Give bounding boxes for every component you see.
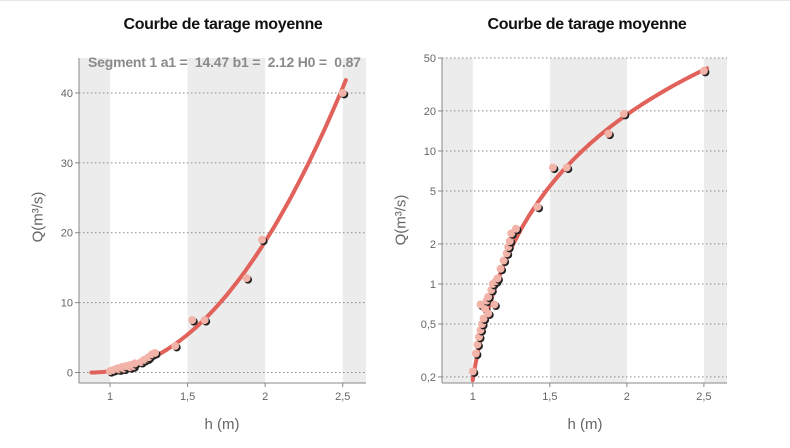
data-point xyxy=(200,316,209,325)
data-point xyxy=(499,256,508,265)
data-point xyxy=(188,316,197,325)
data-point xyxy=(151,348,160,357)
y-tick-label: 40 xyxy=(61,88,73,100)
data-point xyxy=(258,235,267,244)
y-tick-label: 10 xyxy=(61,298,73,310)
y-tick-label: 50 xyxy=(424,53,436,65)
data-point xyxy=(505,237,514,246)
y-axis-label-log: Q(m³/s) xyxy=(392,194,410,246)
y-tick-label: 0,2 xyxy=(421,372,436,384)
shaded-band xyxy=(342,58,366,383)
data-point xyxy=(471,349,480,358)
y-tick-label: 0,5 xyxy=(421,319,436,331)
data-point xyxy=(493,274,502,283)
y-tick-label: 20 xyxy=(61,228,73,240)
data-point xyxy=(548,163,557,172)
y-tick-label: 0 xyxy=(67,368,73,380)
y-tick-label: 10 xyxy=(424,146,436,158)
x-tick-label: 2,5 xyxy=(335,391,350,403)
data-point xyxy=(484,292,493,301)
x-tick-label: 2 xyxy=(262,391,268,403)
data-point xyxy=(490,300,499,309)
y-tick-label: 1 xyxy=(430,279,436,291)
chart-title-linear: Courbe de tarage moyenne xyxy=(123,16,323,33)
data-point xyxy=(699,66,708,75)
data-point xyxy=(479,314,488,323)
chart-title-log: Courbe de tarage moyenne xyxy=(487,16,687,33)
shaded-band xyxy=(703,58,727,383)
data-point xyxy=(338,88,347,97)
shaded-band xyxy=(187,58,266,383)
data-point xyxy=(604,129,613,138)
segment-parameters-annotation: Segment 1 a1 = 14.47 b1 = 2.12 H0 = 0.87 xyxy=(88,54,361,70)
x-tick-label: 1 xyxy=(470,391,476,403)
data-point xyxy=(473,340,482,349)
data-point xyxy=(484,309,493,318)
x-axis-label-log: h (m) xyxy=(567,416,603,433)
y-tick-label: 20 xyxy=(424,106,436,118)
y-tick-label: 5 xyxy=(430,186,436,198)
data-point xyxy=(511,224,520,233)
shaded-band xyxy=(549,58,627,383)
data-point xyxy=(242,274,251,283)
data-point xyxy=(619,109,628,118)
x-tick-label: 1,5 xyxy=(542,391,557,403)
x-tick-label: 1,5 xyxy=(180,391,195,403)
x-tick-label: 1 xyxy=(107,391,113,403)
x-tick-label: 2 xyxy=(624,391,630,403)
y-tick-label: 2 xyxy=(430,239,436,251)
shaded-band xyxy=(442,58,473,383)
data-point xyxy=(468,367,477,376)
x-axis-label-linear: h (m) xyxy=(204,416,240,433)
shaded-band xyxy=(79,58,111,383)
top-divider xyxy=(0,0,790,1)
data-point xyxy=(130,359,139,368)
y-axis-label-linear: Q(m³/s) xyxy=(29,191,47,243)
x-tick-label: 2,5 xyxy=(696,391,711,403)
y-tick-label: 30 xyxy=(61,158,73,170)
data-point xyxy=(496,264,505,273)
data-point xyxy=(533,202,542,211)
data-point xyxy=(171,341,180,350)
data-point xyxy=(562,163,571,172)
